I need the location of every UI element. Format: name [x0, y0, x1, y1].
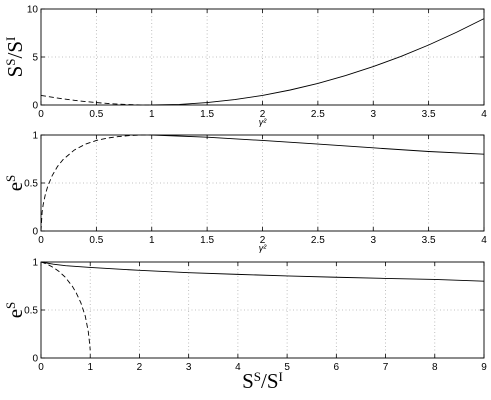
- y-axis-label: SS/SI: [3, 37, 27, 78]
- x-tick-label: 1.5: [200, 109, 214, 120]
- x-tick-label: 3.5: [422, 109, 436, 120]
- x-tick-label: 6: [334, 362, 340, 373]
- x-tick-label: 2: [137, 362, 143, 373]
- panel-2: 0 0.5 1 1.5 2 2.5 3 3.5 4 0 0.5 1 eS γ²: [3, 131, 487, 254]
- x-tick-label: 1.5: [200, 235, 214, 246]
- x-tick-label: 2.5: [311, 109, 325, 120]
- panel-1: 0 0.5 1 1.5 2 2.5 3 3.5 4 0 5 10 SS/SI γ²: [3, 5, 487, 128]
- y-tick-label: 0.5: [24, 179, 38, 190]
- x-tick-label: 0: [38, 235, 44, 246]
- x-tick-label: 7: [383, 362, 389, 373]
- dashed-series-line: [40, 261, 91, 351]
- x-tick-label: 3: [370, 235, 376, 246]
- x-tick-label: 0: [38, 362, 44, 373]
- y-tick-label: 10: [27, 5, 39, 16]
- x-tick-label: 3.5: [422, 235, 436, 246]
- x-tick-label: 4: [235, 362, 241, 373]
- y-tick-label: 5: [32, 53, 38, 64]
- y-axis-label: eS: [3, 302, 27, 319]
- solid-series-line: [40, 261, 485, 282]
- x-tick-label: 4: [481, 235, 487, 246]
- x-axis-label: γ²: [259, 243, 268, 253]
- x-tick-label: 1: [87, 362, 93, 373]
- x-tick-label: 8: [432, 362, 438, 373]
- x-tick-label: 9: [481, 362, 487, 373]
- y-tick-label: 0: [32, 101, 38, 112]
- x-tick-label: 2: [260, 109, 266, 120]
- y-axis-label: eS: [3, 175, 27, 192]
- x-tick-label: 4: [481, 109, 487, 120]
- x-tick-label: 3: [186, 362, 192, 373]
- dashed-series-line: [40, 134, 152, 232]
- x-tick-label: 2.5: [311, 235, 325, 246]
- x-tick-label: 3: [370, 109, 376, 120]
- x-tick-label: 0.5: [89, 109, 103, 120]
- x-tick-label: 1: [149, 235, 155, 246]
- y-tick-label: 1: [32, 131, 38, 142]
- x-tick-label: 2: [260, 235, 266, 246]
- x-tick-label: 0.5: [89, 235, 103, 246]
- x-tick-label: 1: [149, 109, 155, 120]
- y-tick-label: 0: [32, 354, 38, 365]
- y-tick-label: 1: [32, 258, 38, 269]
- x-axis-label: SS/SI: [242, 369, 283, 393]
- x-tick-label: 5: [284, 362, 290, 373]
- y-tick-label: 0.5: [24, 306, 38, 317]
- y-tick-label: 0: [32, 227, 38, 238]
- x-tick-label: 0: [38, 109, 44, 120]
- panel-3: 0 1 2 3 4 5 6 7 8 9 0 0.5 1 eS SS/SI: [3, 258, 487, 394]
- x-axis-label: γ²: [259, 117, 268, 127]
